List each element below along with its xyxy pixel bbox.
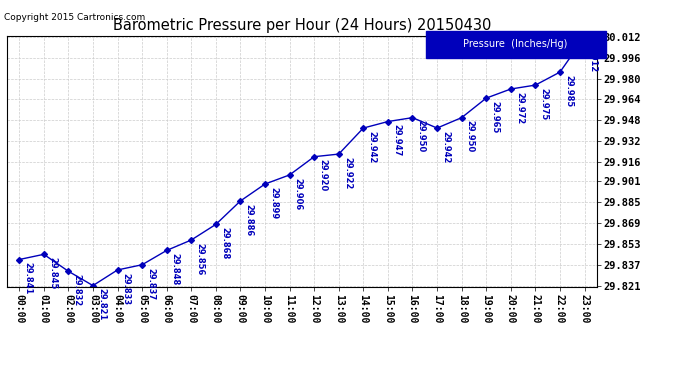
Text: 30.012: 30.012 xyxy=(589,40,598,72)
Text: 29.821: 29.821 xyxy=(97,288,106,321)
Text: 29.920: 29.920 xyxy=(318,159,327,192)
Text: 29.972: 29.972 xyxy=(515,92,524,124)
Text: 29.832: 29.832 xyxy=(72,274,81,306)
Text: 29.906: 29.906 xyxy=(294,178,303,210)
Text: Pressure  (Inches/Hg): Pressure (Inches/Hg) xyxy=(463,39,568,50)
Text: 29.868: 29.868 xyxy=(220,227,229,260)
Text: 29.922: 29.922 xyxy=(343,157,352,189)
Text: 29.950: 29.950 xyxy=(417,120,426,153)
Title: Barometric Pressure per Hour (24 Hours) 20150430: Barometric Pressure per Hour (24 Hours) … xyxy=(112,18,491,33)
FancyBboxPatch shape xyxy=(426,31,606,58)
Text: 29.965: 29.965 xyxy=(491,101,500,133)
Text: 29.833: 29.833 xyxy=(121,273,130,305)
Text: 29.942: 29.942 xyxy=(441,131,451,163)
Text: 29.837: 29.837 xyxy=(146,267,155,300)
Text: 29.975: 29.975 xyxy=(540,88,549,120)
Text: 29.950: 29.950 xyxy=(466,120,475,153)
Text: 29.985: 29.985 xyxy=(564,75,573,107)
Text: 29.886: 29.886 xyxy=(244,204,254,236)
Text: Copyright 2015 Cartronics.com: Copyright 2015 Cartronics.com xyxy=(4,13,145,22)
Text: 29.841: 29.841 xyxy=(23,262,32,295)
Text: 29.947: 29.947 xyxy=(392,124,401,157)
Text: 29.942: 29.942 xyxy=(368,131,377,163)
Text: 29.856: 29.856 xyxy=(195,243,204,275)
Text: 29.848: 29.848 xyxy=(171,253,180,285)
Text: 29.899: 29.899 xyxy=(269,187,278,219)
Text: 29.845: 29.845 xyxy=(48,257,57,290)
